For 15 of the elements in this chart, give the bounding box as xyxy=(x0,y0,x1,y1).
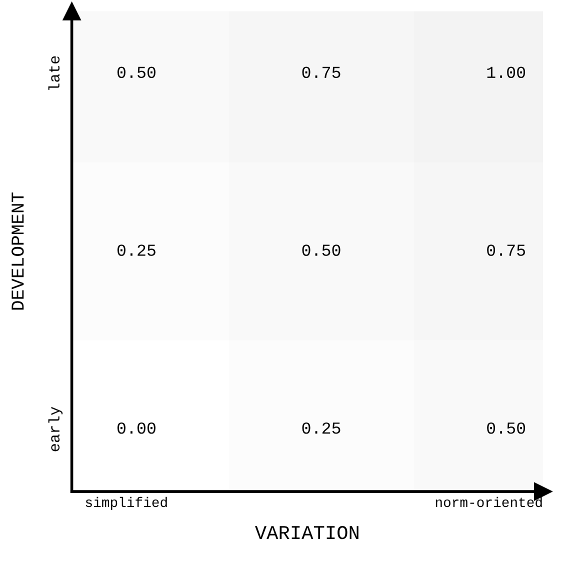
data-label: 0.50 xyxy=(117,66,156,78)
x-axis-title: VARIATION xyxy=(255,526,358,540)
y-tick-label: late xyxy=(48,56,60,90)
x-tick-label: simplified xyxy=(86,496,167,510)
data-label: 1.00 xyxy=(487,66,526,78)
data-label: 0.00 xyxy=(117,422,156,434)
y-tick-label: early xyxy=(48,406,63,452)
data-label: 0.25 xyxy=(302,422,340,434)
data-label: 0.25 xyxy=(117,244,156,256)
x-tick-label: norm-oriented xyxy=(436,496,542,508)
data-label: 0.75 xyxy=(302,66,340,78)
data-label: 0.50 xyxy=(487,422,526,434)
y-axis-title: DEVELOPMENT xyxy=(12,192,24,310)
data-label: 0.50 xyxy=(302,244,340,256)
data-label: 0.75 xyxy=(487,244,526,256)
